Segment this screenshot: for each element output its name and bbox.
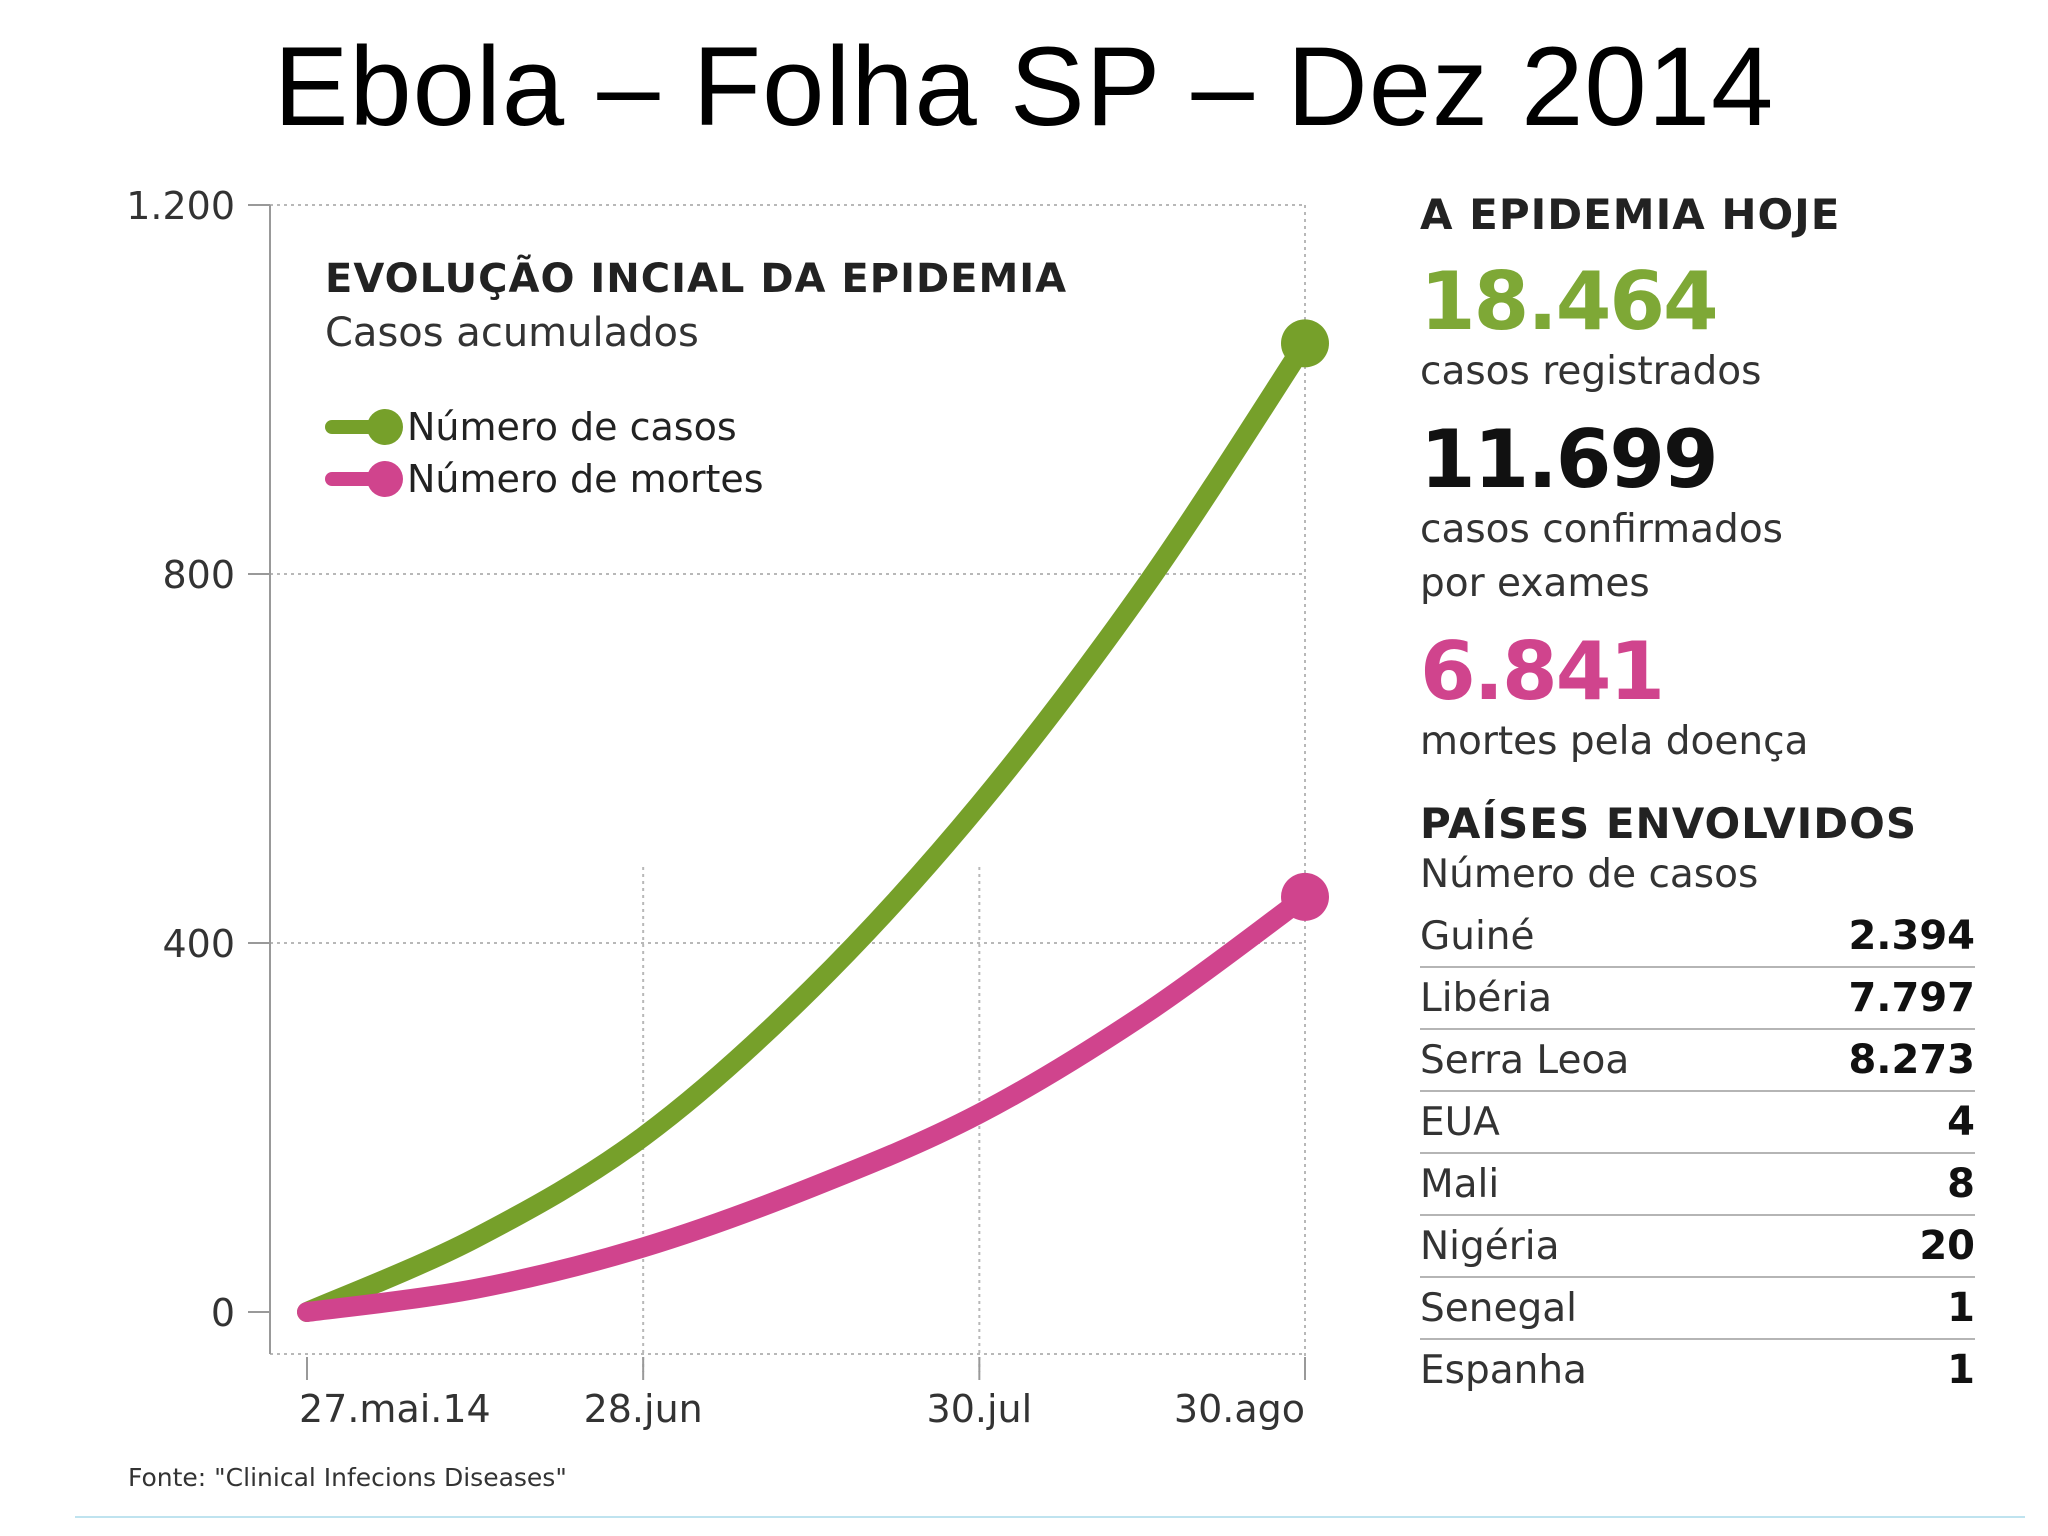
stat-label: casos registrados	[1420, 349, 1762, 394]
table-row: Espanha 1	[1420, 1340, 1975, 1400]
slide-title: Ebola – Folha SP – Dez 2014	[273, 24, 1775, 149]
table-row: Serra Leoa 8.273	[1420, 1030, 1975, 1092]
countries-subtitle: Número de casos	[1420, 852, 1759, 897]
country-name: EUA	[1420, 1099, 1500, 1145]
stat-confirmed-cases: 11.699 casos confirmados por exames	[1420, 417, 1980, 611]
legend-item-cases: Número de casos	[325, 402, 737, 452]
legend-label-deaths: Número de mortes	[407, 457, 764, 501]
table-row: EUA 4	[1420, 1092, 1975, 1154]
country-value: 20	[1919, 1223, 1975, 1269]
x-tick-label: 27.mai.14	[299, 1387, 491, 1431]
table-row: Libéria 7.797	[1420, 968, 1975, 1030]
country-name: Nigéria	[1420, 1223, 1560, 1269]
country-value: 1	[1947, 1347, 1975, 1393]
countries-table: Guiné 2.394 Libéria 7.797 Serra Leoa 8.273 …	[1420, 906, 1975, 1400]
y-tick-label: 0	[211, 1291, 235, 1335]
bottom-divider	[75, 1516, 2025, 1518]
endpoint-marker-deaths	[1281, 872, 1329, 921]
stat-value: 6.841	[1420, 625, 1665, 718]
stat-value: 18.464	[1420, 255, 1719, 348]
country-value: 8	[1947, 1161, 1975, 1207]
country-name: Serra Leoa	[1420, 1037, 1630, 1083]
source-note: Fonte: "Clinical Infecions Diseases"	[128, 1463, 567, 1492]
x-tick-label: 30.jul	[927, 1387, 1033, 1431]
legend-swatch-cases	[325, 402, 403, 452]
countries-title: PAÍSES ENVOLVIDOS	[1420, 799, 1918, 848]
chart-subtitle: Casos acumulados	[325, 310, 699, 356]
stat-registered-cases: 18.464 casos registrados	[1420, 259, 1980, 399]
table-row: Mali 8	[1420, 1154, 1975, 1216]
table-row: Senegal 1	[1420, 1278, 1975, 1340]
grid-lines	[270, 204, 1306, 1372]
axes	[248, 204, 1306, 1380]
country-value: 7.797	[1848, 975, 1975, 1021]
stat-label: casos confirmados	[1420, 507, 1783, 552]
country-name: Libéria	[1420, 975, 1553, 1021]
x-tick-label: 30.ago	[1174, 1387, 1305, 1431]
table-row: Nigéria 20	[1420, 1216, 1975, 1278]
stat-label: mortes pela doença	[1420, 719, 1809, 764]
stat-value: 11.699	[1420, 413, 1719, 506]
table-row: Guiné 2.394	[1420, 906, 1975, 968]
legend-swatch-deaths	[325, 454, 403, 504]
country-name: Guiné	[1420, 913, 1535, 959]
endpoint-marker-cases	[1281, 319, 1329, 368]
series-line-cases	[297, 333, 1315, 1322]
country-name: Mali	[1420, 1161, 1500, 1207]
series-lines	[297, 319, 1329, 1322]
legend-label-cases: Número de casos	[407, 405, 737, 449]
country-name: Senegal	[1420, 1285, 1577, 1331]
stat-deaths: 6.841 mortes pela doença	[1420, 629, 1980, 769]
country-value: 8.273	[1848, 1037, 1975, 1083]
tick-labels: 0 400 800 1.200 27.mai.14 28.jun 30.jul 30.ago	[126, 184, 1305, 1431]
series-line-deaths	[297, 886, 1315, 1322]
country-value: 2.394	[1848, 913, 1975, 959]
legend-item-deaths: Número de mortes	[325, 454, 764, 504]
y-tick-label: 1.200	[126, 184, 235, 228]
side-panel: A EPIDEMIA HOJE 18.464 casos registrados…	[1420, 190, 1980, 1400]
chart-title: EVOLUÇÃO INCIAL DA EPIDEMIA	[325, 256, 1068, 302]
country-name: Espanha	[1420, 1347, 1587, 1393]
country-value: 4	[1947, 1099, 1975, 1145]
y-tick-label: 800	[162, 553, 235, 597]
x-tick-label: 28.jun	[584, 1387, 703, 1431]
country-value: 1	[1947, 1285, 1975, 1331]
y-tick-label: 400	[162, 922, 235, 966]
side-heading: A EPIDEMIA HOJE	[1420, 190, 1841, 239]
stat-label: por exames	[1420, 561, 1650, 606]
